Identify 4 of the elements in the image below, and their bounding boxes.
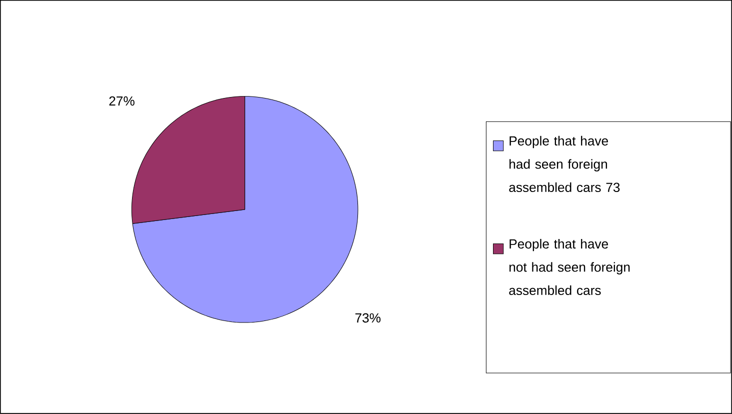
legend-label: People that have not had seen foreign assembled cars: [509, 239, 630, 296]
data-label: 73%: [355, 313, 381, 323]
data-label: 27%: [109, 96, 134, 106]
legend-label: People that have had seen foreign assembled cars 73: [509, 136, 620, 192]
